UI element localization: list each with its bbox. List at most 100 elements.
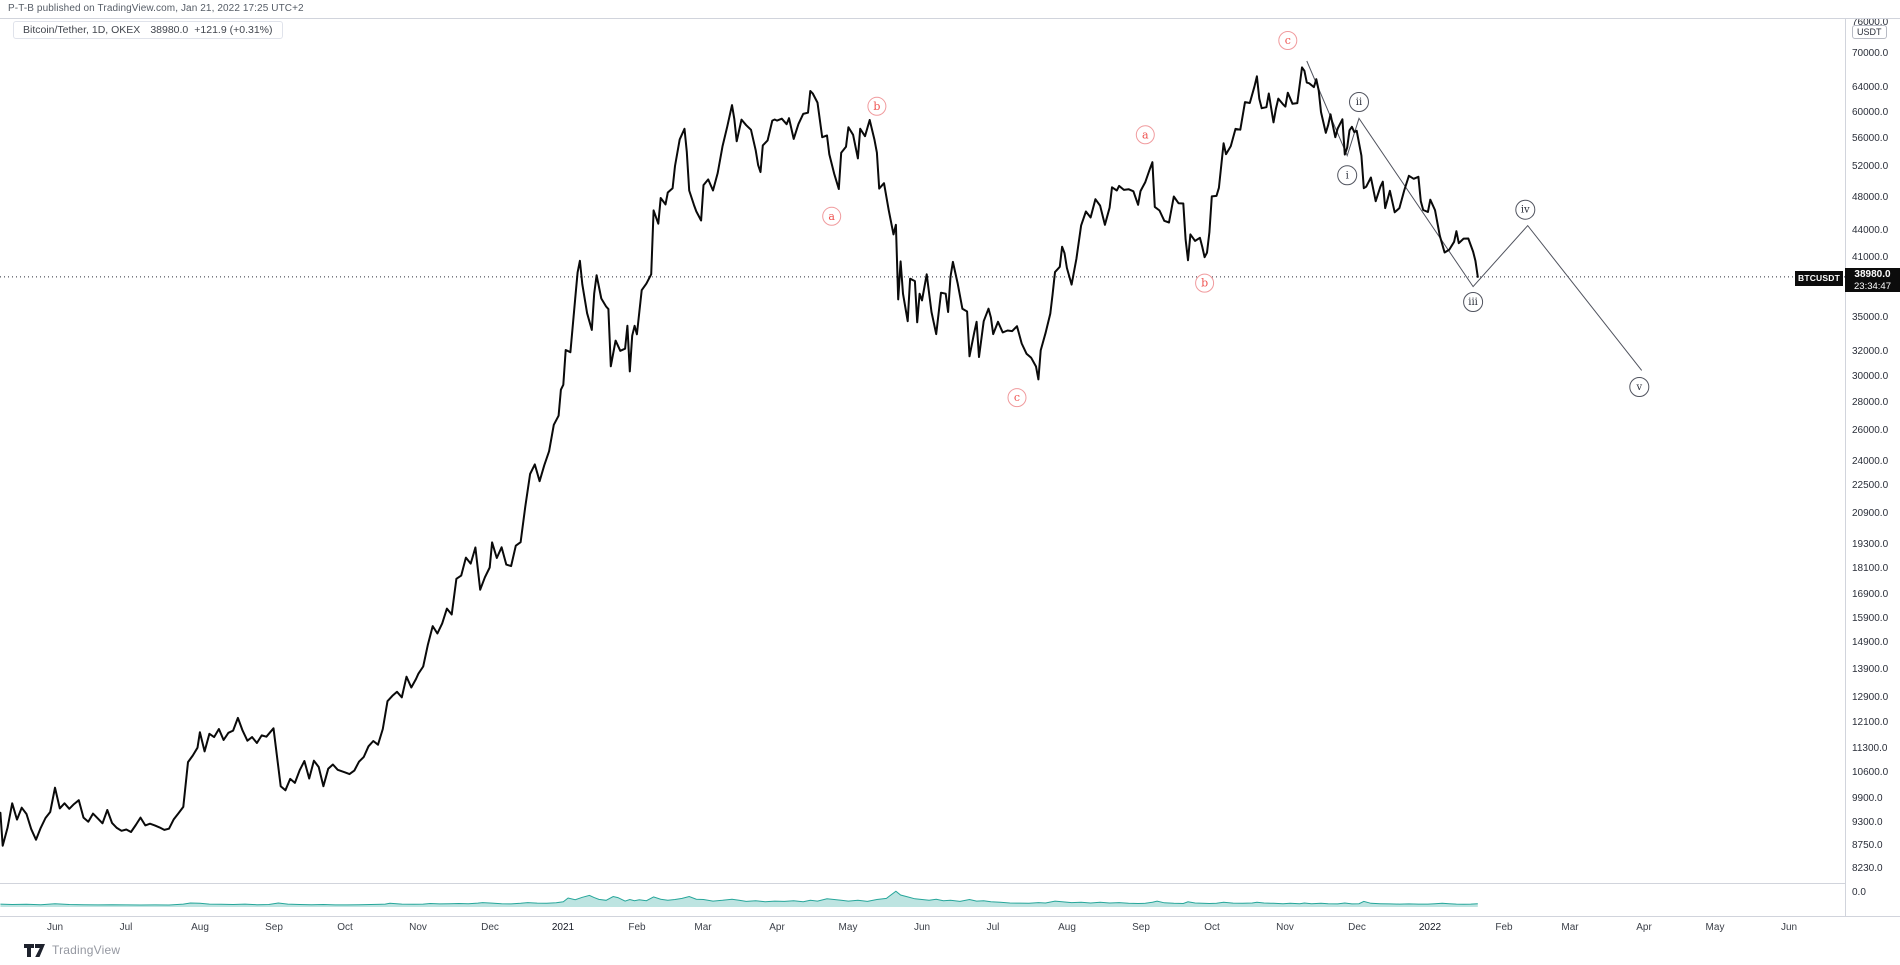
publish-info-text: P-T-B published on TradingView.com, Jan … [8,3,304,14]
wave-label-iii[interactable]: iii [1463,292,1484,312]
time-tick-2021: 2021 [551,922,575,933]
tradingview-logo-text: TradingView [52,943,121,957]
wave-label-ii[interactable]: ii [1349,92,1369,112]
price-tick-18100: 18100.0 [1852,563,1889,574]
svg-text:a: a [1142,128,1149,141]
abc-label-b[interactable]: b [867,96,887,116]
price-tick-28000: 28000.0 [1852,397,1889,408]
tradingview-logo-icon [24,943,45,957]
svg-text:iii: iii [1468,297,1478,308]
price-tick-52000: 52000.0 [1852,161,1889,172]
price-tick-60000: 60000.0 [1852,107,1889,118]
price-tick-44000: 44000.0 [1852,225,1889,236]
symbol-price-chip: BTCUSDT [1795,271,1843,286]
price-line-path [0,66,1479,847]
currency-badge: USDT [1852,25,1887,39]
time-tick-May: May [838,922,858,933]
abc-label-a[interactable]: a [1135,125,1155,145]
time-tick-Oct: Oct [1204,922,1220,933]
price-tick-12100: 12100.0 [1852,717,1889,728]
time-tick-Jul: Jul [119,922,133,933]
time-tick-Apr: Apr [1636,922,1652,933]
svg-text:c: c [1014,391,1020,404]
price-tick-16900: 16900.0 [1852,589,1889,600]
time-tick-Feb: Feb [628,922,646,933]
price-tick-9900: 9900.0 [1852,793,1883,804]
price-axis[interactable]: USDT 76000.0 70000.0 64000.0 60000.0 56000.0… [1845,17,1900,916]
time-tick-Aug: Aug [191,922,209,933]
time-axis[interactable]: Jun Jul Aug Sep Oct Nov Dec 2021 Feb Mar Apr May Jun… [0,916,1900,940]
time-tick-Feb: Feb [1495,922,1513,933]
svg-text:c: c [1285,34,1291,47]
price-tick-48000: 48000.0 [1852,192,1889,203]
abc-wave-labels: a b c a b c [822,31,1298,408]
time-tick-Dec: Dec [1348,922,1366,933]
wave-label-v[interactable]: v [1629,377,1650,397]
price-tick-9300: 9300.0 [1852,817,1883,828]
abc-label-c[interactable]: c [1278,31,1298,50]
price-tick-56000: 56000.0 [1852,133,1889,144]
price-tick-76000: 76000.0 [1852,17,1889,28]
time-tick-May: May [1705,922,1725,933]
price-tick-12900: 12900.0 [1852,692,1889,703]
time-tick-Jun: Jun [46,922,64,933]
price-tick-26000: 26000.0 [1852,425,1889,436]
price-tick-15900: 15900.0 [1852,613,1889,624]
time-tick-Jul: Jul [986,922,1000,933]
price-tick-8750: 8750.0 [1852,840,1883,851]
price-tick-11300: 11300.0 [1852,743,1888,754]
time-tick-Nov: Nov [1276,922,1294,933]
price-tick-64000: 64000.0 [1852,82,1889,93]
volume-line [0,890,1478,906]
bar-countdown: 23:34:47 [1854,281,1891,292]
chart-legend[interactable]: Bitcoin/Tether, 1D, OKEX 38980.0 +121.9 (+… [13,21,283,39]
time-tick-2022: 2022 [1418,922,1442,933]
legend-change: +121.9 (+0.31%) [194,24,273,36]
volume-zero-tick: 0.0 [1852,887,1866,898]
price-tick-14900: 14900.0 [1852,637,1889,648]
price-tick-35000: 35000.0 [1852,312,1889,323]
wave-projection-line[interactable] [1306,60,1643,371]
svg-text:iv: iv [1521,205,1530,216]
abc-label-c[interactable]: c [1007,388,1027,408]
wave-label-i[interactable]: i [1337,165,1358,186]
price-tick-10600: 10600.0 [1852,767,1889,778]
price-tick-70000: 70000.0 [1852,48,1889,59]
price-tick-22500: 22500.0 [1852,480,1889,491]
time-tick-Sep: Sep [265,922,283,933]
time-tick-Mar: Mar [694,922,712,933]
last-price-label: 38980.0 23:34:47 [1845,268,1900,292]
legend-symbol: Bitcoin/Tether, 1D, OKEX [23,24,141,36]
abc-label-a[interactable]: a [822,206,842,226]
svg-text:a: a [828,210,835,223]
price-tick-13900: 13900.0 [1852,664,1889,675]
price-tick-32000: 32000.0 [1852,346,1889,357]
price-tick-24000: 24000.0 [1852,456,1889,467]
abc-label-b[interactable]: b [1195,273,1215,293]
svg-text:i: i [1346,170,1349,181]
footer: TradingView [0,939,1900,965]
tradingview-logo[interactable]: TradingView [24,943,120,957]
time-tick-Nov: Nov [409,922,427,933]
price-tick-30000: 30000.0 [1852,371,1889,382]
time-tick-Sep: Sep [1132,922,1150,933]
time-tick-Jun: Jun [1780,922,1798,933]
time-tick-Apr: Apr [769,922,785,933]
svg-text:v: v [1635,382,1642,393]
legend-last-price: 38980.0 [150,24,189,36]
time-tick-Aug: Aug [1058,922,1076,933]
publish-header: P-T-B published on TradingView.com, Jan … [0,0,1900,19]
last-price-value: 38980.0 [1854,269,1891,280]
price-tick-41000: 41000.0 [1852,252,1889,263]
svg-text:ii: ii [1356,97,1362,108]
time-tick-Mar: Mar [1561,922,1579,933]
svg-text:b: b [1201,277,1208,290]
price-tick-8230: 8230.0 [1852,863,1883,874]
wave-label-iv[interactable]: iv [1515,199,1536,220]
price-tick-20900: 20900.0 [1852,508,1889,519]
time-tick-Oct: Oct [337,922,353,933]
time-tick-Jun: Jun [913,922,931,933]
